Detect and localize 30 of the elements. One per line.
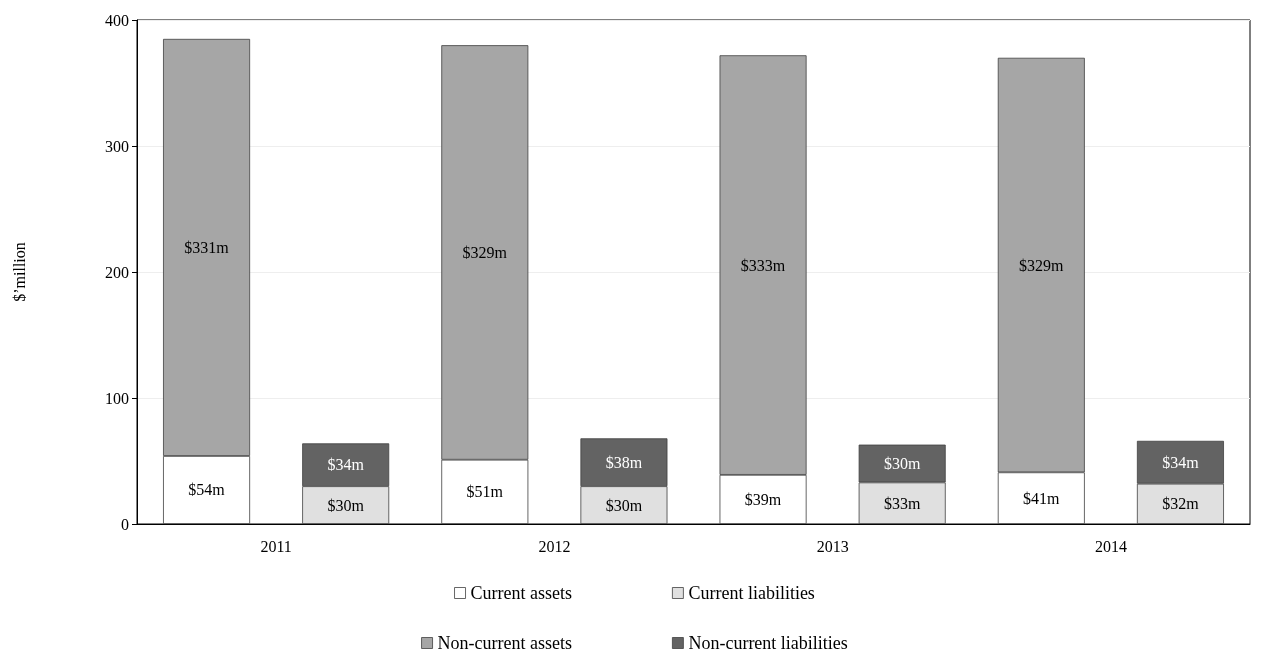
- legend-label: Current liabilities: [688, 583, 815, 603]
- x-tick-label: 2011: [260, 537, 292, 555]
- data-label: $38m: [605, 453, 643, 471]
- y-tick-label: 100: [105, 389, 129, 407]
- data-label: $51m: [466, 483, 504, 501]
- legend-label: Current assets: [470, 583, 573, 603]
- data-label: $33m: [883, 494, 921, 512]
- data-label: $41m: [1023, 489, 1061, 507]
- data-label: $39m: [744, 490, 782, 508]
- data-label: $34m: [327, 456, 365, 474]
- x-tick-label: 2014: [1094, 537, 1127, 555]
- x-tick-label: 2012: [538, 537, 571, 555]
- data-label: $54m: [188, 481, 226, 499]
- data-label: $34m: [1162, 453, 1200, 471]
- y-axis-title: $’million: [10, 242, 28, 302]
- data-label: $30m: [605, 496, 643, 514]
- data-label: $331m: [184, 238, 230, 256]
- data-label: $329m: [462, 243, 508, 261]
- legend-label: Non-current liabilities: [688, 633, 848, 653]
- data-label: $30m: [327, 496, 365, 514]
- y-tick-label: 200: [105, 263, 129, 281]
- data-label: $32m: [1162, 495, 1200, 513]
- data-label: $329m: [1019, 256, 1065, 274]
- y-tick-label: 400: [105, 11, 129, 29]
- data-label: $333m: [740, 256, 786, 274]
- x-tick-label: 2013: [816, 537, 849, 555]
- legend-label: Non-current assets: [437, 633, 573, 653]
- data-label: $30m: [883, 455, 921, 473]
- y-tick-label: 300: [105, 137, 129, 155]
- y-tick-label: 0: [121, 515, 129, 533]
